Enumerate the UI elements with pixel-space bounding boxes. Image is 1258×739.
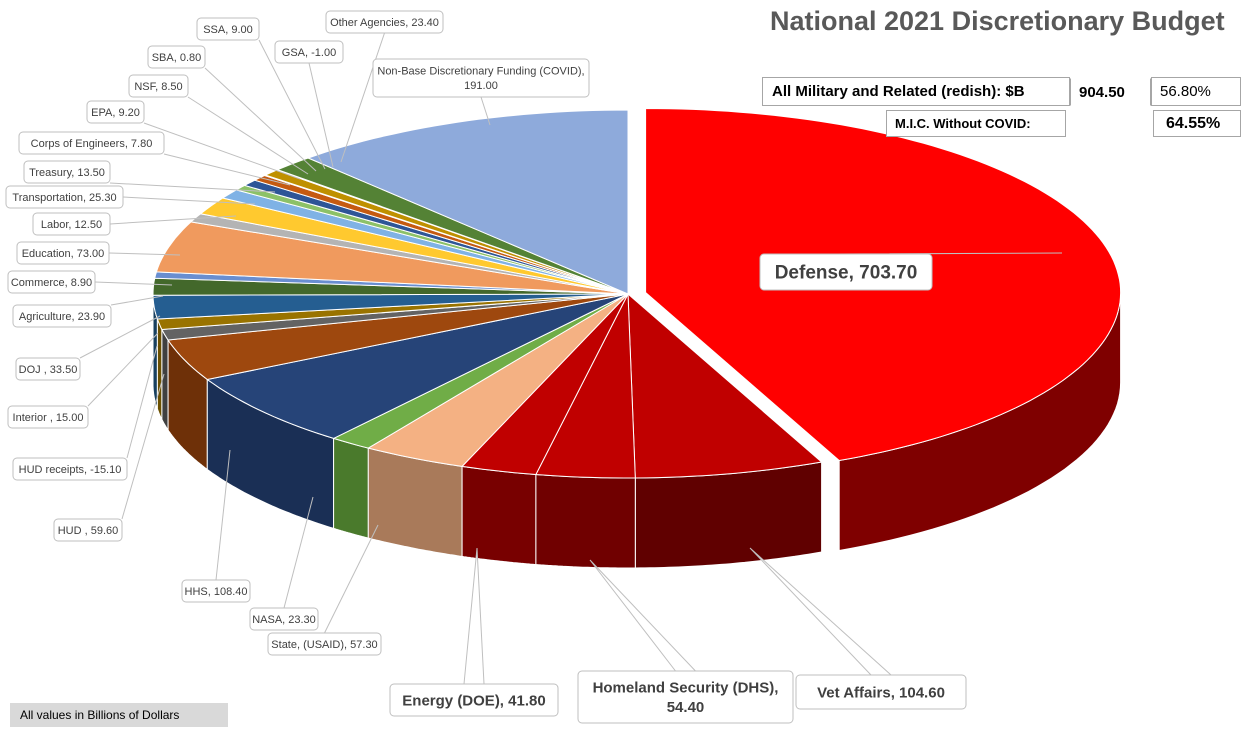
military-total-percent: 56.80% xyxy=(1151,77,1241,106)
leader-gsa xyxy=(308,62,334,168)
label-doj: DOJ , 33.50 xyxy=(19,364,78,376)
pie-slice-hud xyxy=(167,293,629,381)
leader-hhs xyxy=(215,449,231,581)
leader-agriculture xyxy=(110,295,164,306)
leader-energy-doe xyxy=(463,547,485,685)
label-box-defense xyxy=(759,253,933,291)
label-non-base-discretionary-funding-covid: Non-Base Discretionary Funding (COVID), 1… xyxy=(377,66,584,92)
label-box-epa xyxy=(86,100,145,124)
military-total-value: 904.50 xyxy=(1070,78,1151,106)
leader-corps-of-engineers xyxy=(163,153,291,186)
chart-title: National 2021 Discretionary Budget xyxy=(770,6,1225,36)
label-corps-of-engineers: Corps of Engineers, 7.80 xyxy=(31,138,153,150)
label-box-ssa xyxy=(196,17,260,41)
leader-hud xyxy=(121,373,165,520)
label-box-nasa xyxy=(249,607,319,631)
label-treasury: Treasury, 13.50 xyxy=(29,167,105,179)
leader-nsf xyxy=(187,96,309,175)
pie-side-energy-doe xyxy=(461,465,537,566)
label-box-hhs xyxy=(181,579,251,603)
label-hud: HUD , 59.60 xyxy=(58,525,119,537)
leader-doj xyxy=(79,315,161,359)
label-box-state-usaid xyxy=(267,632,382,656)
label-transportation: Transportation, 25.30 xyxy=(12,192,116,204)
leader-epa xyxy=(143,122,301,180)
mic-percent: 64.55% xyxy=(1153,110,1241,137)
label-box-hud xyxy=(53,518,123,542)
label-box-commerce xyxy=(7,270,96,294)
label-defense: Defense, 703.70 xyxy=(775,263,918,284)
leader-lines-layer xyxy=(79,32,1063,685)
leader-labor xyxy=(109,215,237,225)
label-homeland-security-dhs: Homeland Security (DHS), 54.40 xyxy=(593,680,779,717)
military-total-label: All Military and Related (redish): $B xyxy=(762,77,1070,106)
pie-side-homeland-security-dhs xyxy=(535,473,636,569)
label-box-hud-receipts xyxy=(12,457,128,481)
leader-transportation xyxy=(122,196,256,205)
pie-slice-vet-affairs xyxy=(627,292,823,479)
label-commerce: Commerce, 8.90 xyxy=(11,277,92,289)
label-hud-receipts: HUD receipts, -15.10 xyxy=(19,464,122,476)
leader-interior xyxy=(87,332,159,407)
label-box-gsa xyxy=(274,40,344,64)
label-box-doj xyxy=(15,357,81,381)
label-box-treasury xyxy=(23,160,111,184)
pie-slice-hhs xyxy=(206,293,629,439)
label-box-vet-affairs xyxy=(795,674,967,710)
pie-tops-layer xyxy=(152,107,1122,479)
label-epa: EPA, 9.20 xyxy=(91,107,140,119)
pie-slice-energy-doe xyxy=(461,293,629,476)
label-box-interior xyxy=(7,405,89,429)
leader-other-agencies xyxy=(340,32,385,163)
label-sba: SBA, 0.80 xyxy=(152,52,202,64)
label-box-education xyxy=(16,241,110,265)
label-nsf: NSF, 8.50 xyxy=(134,81,182,93)
label-box-energy-doe xyxy=(389,683,559,717)
pie-side-interior xyxy=(156,318,163,420)
label-vet-affairs: Vet Affairs, 104.60 xyxy=(817,684,945,701)
leader-non-base-discretionary-funding-covid xyxy=(480,96,491,126)
pie-slice-homeland-security-dhs xyxy=(535,292,636,479)
pie-slice-state-usaid xyxy=(366,293,629,467)
label-box-other-agencies xyxy=(325,10,444,34)
leader-commerce xyxy=(94,281,173,286)
label-box-sba xyxy=(147,45,206,69)
leader-state-usaid xyxy=(324,524,379,634)
label-box-transportation xyxy=(5,185,124,209)
leader-homeland-security-dhs xyxy=(589,559,697,672)
label-state-usaid: State, (USAID), 57.30 xyxy=(271,639,377,651)
label-labor: Labor, 12.50 xyxy=(41,219,102,231)
leader-sba xyxy=(204,67,317,172)
label-hhs: HHS, 108.40 xyxy=(185,586,248,598)
leader-ssa xyxy=(258,39,326,170)
leader-education xyxy=(108,252,181,256)
leader-treasury xyxy=(109,182,276,193)
label-box-homeland-security-dhs xyxy=(577,670,794,724)
slice-labels-layer: Defense, 703.70 Vet Affairs, 104.60 Homela… xyxy=(5,10,967,724)
leader-hud-receipts xyxy=(126,345,158,459)
label-box-agriculture xyxy=(12,304,112,328)
label-nasa: NASA, 23.30 xyxy=(252,614,316,626)
leader-vet-affairs xyxy=(749,547,893,676)
label-education: Education, 73.00 xyxy=(22,248,105,260)
label-other-agencies: Other Agencies, 23.40 xyxy=(330,17,439,29)
label-box-labor xyxy=(32,212,111,236)
mic-label: M.I.C. Without COVID: xyxy=(886,110,1066,137)
label-interior: Interior , 15.00 xyxy=(13,412,84,424)
units-footnote: All values in Billions of Dollars xyxy=(10,703,228,727)
leader-nasa xyxy=(283,496,314,609)
label-box-non-base-discretionary-funding-covid xyxy=(372,58,590,98)
label-energy-doe: Energy (DOE), 41.80 xyxy=(402,692,545,709)
label-ssa: SSA, 9.00 xyxy=(203,24,253,36)
label-box-corps-of-engineers xyxy=(18,131,165,155)
label-box-nsf xyxy=(128,74,189,98)
pie-side-nasa xyxy=(333,437,369,539)
label-agriculture: Agriculture, 23.90 xyxy=(19,311,105,323)
label-gsa: GSA, -1.00 xyxy=(282,47,336,59)
pie-slice-non-base-discretionary-funding-covid xyxy=(306,109,629,295)
pie-slice-education xyxy=(155,221,629,295)
